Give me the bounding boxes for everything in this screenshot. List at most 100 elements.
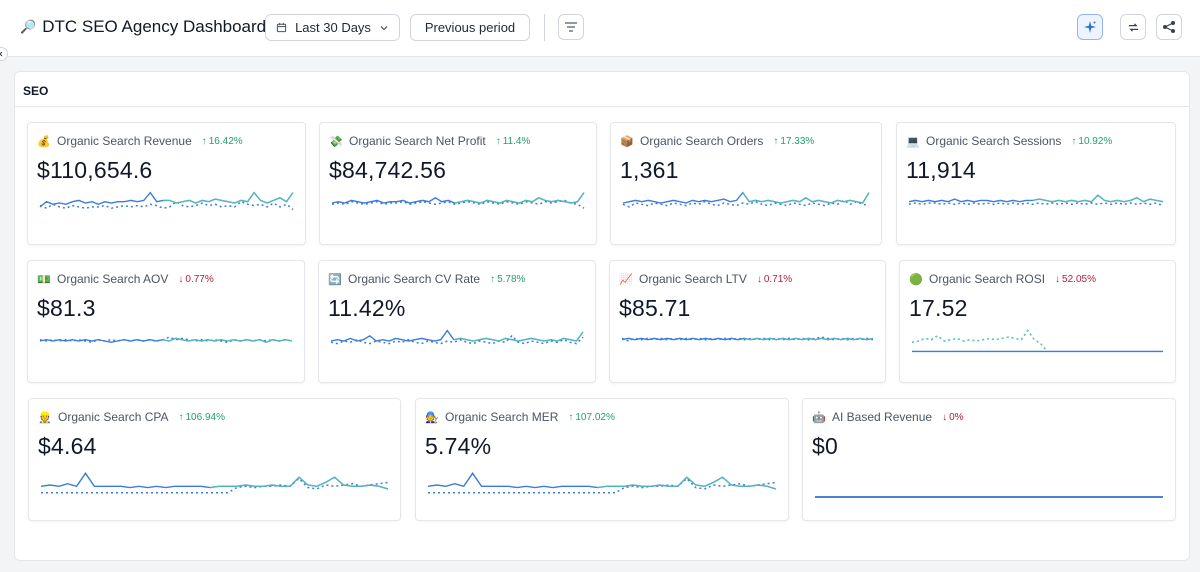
trend-highlight-line	[1032, 194, 1164, 203]
sparkline	[911, 328, 1163, 354]
toolbar-divider	[544, 14, 545, 41]
filter-button[interactable]	[558, 14, 584, 40]
metric-emoji-icon: 💻	[906, 135, 920, 148]
metric-card[interactable]: 💸 Organic Search Net Profit ↑ 11.4% $84,742.…	[319, 122, 597, 245]
metric-delta-value: 107.02%	[575, 411, 615, 423]
arrow-up-icon: ↑	[490, 273, 496, 285]
metric-emoji-icon: 💸	[329, 135, 343, 148]
sparkline	[908, 190, 1164, 216]
page-title-text: DTC SEO Agency Dashboard	[42, 17, 267, 36]
sparkline-chart	[815, 496, 1163, 498]
metric-card[interactable]: 🔄 Organic Search CV Rate ↑ 5.78% 11.42%	[318, 260, 596, 383]
metric-card-header: 🤖 AI Based Revenue ↓ 0%	[812, 410, 964, 424]
metric-card-header: 💻 Organic Search Sessions ↑ 10.92%	[906, 134, 1112, 148]
metric-title: Organic Search Orders	[640, 134, 764, 148]
date-range-select[interactable]: Last 30 Days	[265, 14, 400, 41]
metric-value: 5.74%	[425, 433, 492, 459]
metric-delta: ↓ 52.05%	[1055, 274, 1096, 285]
metric-title: Organic Search CV Rate	[348, 272, 481, 286]
sparkline-chart	[427, 472, 777, 494]
metric-card-header: 📈 Organic Search LTV ↓ 0.71%	[619, 272, 792, 286]
metric-delta: ↑ 17.33%	[773, 136, 814, 147]
metric-emoji-icon: 💵	[37, 273, 51, 286]
metric-delta: ↑ 16.42%	[202, 136, 243, 147]
trend-highlight-line	[210, 476, 389, 490]
metric-delta-value: 106.94%	[185, 411, 225, 423]
arrow-up-icon: ↑	[495, 135, 501, 147]
metric-card[interactable]: 📦 Organic Search Orders ↑ 17.33% 1,361	[610, 122, 882, 245]
chevron-down-icon	[380, 25, 388, 30]
section-title: SEO	[23, 84, 49, 98]
chevron-left-icon	[0, 51, 3, 57]
metric-card-header: 📦 Organic Search Orders ↑ 17.33%	[620, 134, 814, 148]
sidebar-collapse-handle[interactable]	[0, 47, 8, 61]
current-period-line	[39, 191, 294, 208]
metric-value: $84,742.56	[329, 157, 447, 183]
metric-delta: ↑ 5.78%	[490, 274, 525, 285]
sparkline	[331, 190, 585, 216]
metric-emoji-icon: 💰	[37, 135, 51, 148]
refresh-icon	[1128, 22, 1138, 32]
metric-title: Organic Search LTV	[639, 272, 747, 286]
trend-highlight-line	[162, 337, 293, 343]
metric-emoji-icon: 📈	[619, 273, 633, 286]
sparkline	[815, 488, 1163, 498]
metric-card-header: 🔄 Organic Search CV Rate ↑ 5.78%	[328, 272, 525, 286]
compare-period-button[interactable]: Previous period	[410, 14, 530, 41]
ai-assistant-button[interactable]	[1077, 14, 1103, 40]
metric-delta: ↑ 107.02%	[568, 412, 614, 423]
metric-value: $4.64	[38, 433, 97, 459]
sparkline	[621, 328, 874, 354]
metric-card-header: 🧑‍🔧 Organic Search MER ↑ 107.02%	[425, 410, 615, 424]
metric-delta-value: 0%	[949, 411, 964, 423]
arrow-down-icon: ↓	[942, 411, 948, 423]
top-bar: 🔎 DTC SEO Agency Dashboard Last 30 Days …	[0, 0, 1200, 57]
metric-delta-value: 0.71%	[763, 273, 793, 285]
sparkline	[39, 190, 294, 216]
metric-card[interactable]: 📈 Organic Search LTV ↓ 0.71% $85.71	[609, 260, 886, 383]
metric-title: Organic Search ROSI	[929, 272, 1046, 286]
sparkline	[40, 472, 389, 498]
metric-card-header: 💰 Organic Search Revenue ↑ 16.42%	[37, 134, 243, 148]
metric-card[interactable]: 🤖 AI Based Revenue ↓ 0% $0	[802, 398, 1176, 521]
share-icon	[1163, 21, 1175, 33]
sparkline-chart	[331, 192, 585, 209]
arrow-down-icon: ↓	[178, 273, 184, 285]
previous-period-line	[39, 200, 294, 211]
metric-emoji-icon: 🔄	[328, 273, 342, 286]
filter-lines-icon	[565, 22, 577, 32]
metric-emoji-icon: 🧑‍🔧	[425, 411, 439, 424]
metric-card[interactable]: 💻 Organic Search Sessions ↑ 10.92% 11,914	[896, 122, 1176, 245]
previous-period-line	[911, 329, 1048, 352]
metric-delta-value: 16.42%	[208, 135, 243, 147]
metric-title: Organic Search Net Profit	[349, 134, 486, 148]
metric-title: Organic Search Sessions	[926, 134, 1062, 148]
metric-delta-value: 11.4%	[502, 135, 531, 147]
sparkline-chart	[39, 336, 293, 344]
metric-card-header: 💸 Organic Search Net Profit ↑ 11.4%	[329, 134, 530, 148]
metric-delta: ↓ 0.71%	[757, 274, 792, 285]
metric-card[interactable]: 🧑‍🔧 Organic Search MER ↑ 107.02% 5.74%	[415, 398, 789, 521]
sparkle-icon	[1084, 21, 1096, 33]
current-period-line	[908, 194, 1164, 203]
metric-value: 11.42%	[328, 295, 406, 321]
metric-delta-value: 0.77%	[185, 273, 214, 285]
metric-value: $81.3	[37, 295, 96, 321]
metric-title: Organic Search CPA	[58, 410, 169, 424]
metric-title: AI Based Revenue	[832, 410, 933, 424]
share-button[interactable]	[1156, 14, 1182, 40]
metric-card[interactable]: 💵 Organic Search AOV ↓ 0.77% $81.3	[27, 260, 305, 383]
metric-card[interactable]: 👷 Organic Search CPA ↑ 106.94% $4.64	[28, 398, 401, 521]
previous-period-line	[428, 477, 777, 494]
metric-value: $110,654.6	[37, 157, 153, 183]
sparkline-chart	[621, 336, 874, 342]
metric-delta-value: 10.92%	[1078, 135, 1113, 147]
metric-card[interactable]: 🟢 Organic Search ROSI ↓ 52.05% 17.52	[899, 260, 1176, 383]
refresh-button[interactable]	[1120, 14, 1146, 40]
metric-title: Organic Search Revenue	[57, 134, 192, 148]
magnifier-icon: 🔎	[20, 19, 37, 34]
sparkline-chart	[908, 194, 1164, 207]
metric-title: Organic Search MER	[445, 410, 559, 424]
metric-card[interactable]: 💰 Organic Search Revenue ↑ 16.42% $110,654.6	[27, 122, 306, 245]
metric-value: $0	[812, 433, 838, 459]
